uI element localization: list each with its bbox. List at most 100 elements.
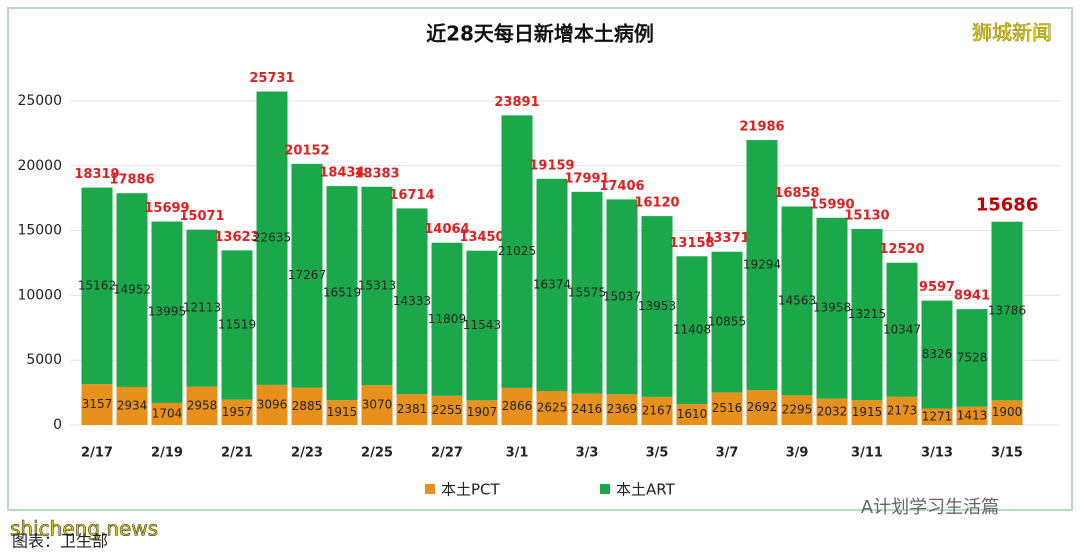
data-label: 21025	[498, 244, 536, 258]
bar-segment	[466, 400, 498, 425]
data-label: 13995	[148, 305, 186, 319]
chart-title: 近28天每日新增本土病例	[426, 22, 654, 46]
legend-label: 本土ART	[616, 481, 676, 499]
data-label: 2934	[117, 398, 148, 412]
bar-segment	[291, 387, 323, 425]
bar-segment	[501, 387, 533, 425]
bar-segment	[606, 199, 638, 395]
x-tick-label: 3/15	[991, 446, 1023, 461]
watermark: A计划学习生活篇	[861, 497, 999, 518]
bar-segment	[151, 402, 183, 425]
total-label: 15130	[844, 208, 889, 223]
data-label: 13958	[813, 301, 851, 315]
bar-segment	[151, 221, 183, 403]
bar-segment	[851, 228, 883, 401]
bar-segment	[536, 390, 568, 425]
x-tick-label: 2/17	[81, 446, 113, 461]
data-label: 1413	[957, 408, 988, 422]
legend-swatch	[600, 484, 610, 494]
bar-segment	[466, 250, 498, 401]
total-label: 15699	[144, 201, 189, 216]
data-label: 1907	[467, 405, 498, 419]
data-label: 11809	[428, 312, 466, 326]
data-label: 17267	[288, 268, 326, 282]
data-label: 13215	[848, 307, 886, 321]
data-label: 2173	[887, 403, 918, 417]
bar-segment	[886, 262, 918, 397]
total-label: 15990	[809, 197, 854, 212]
total-label: 13623	[214, 230, 259, 245]
data-label: 12113	[183, 301, 221, 315]
data-label: 13953	[638, 299, 676, 313]
bar-segment	[221, 250, 253, 400]
data-label: 3157	[82, 397, 113, 411]
bar-segment	[816, 217, 848, 399]
y-tick-label: 0	[53, 417, 62, 433]
data-label: 2295	[782, 403, 813, 417]
bar-segment	[536, 178, 568, 391]
source: 图表：卫生部	[12, 532, 108, 551]
data-label: 2958	[187, 398, 218, 412]
total-label: 13450	[459, 230, 504, 245]
bar-segment	[746, 390, 778, 425]
bar-segment	[431, 395, 463, 425]
bar-segment	[116, 386, 148, 425]
bar-segment	[256, 91, 288, 385]
data-label: 10347	[883, 322, 921, 336]
bar-segment	[81, 187, 113, 385]
bar-segment	[781, 395, 813, 425]
data-label: 16374	[533, 277, 571, 291]
data-label: 15037	[603, 289, 641, 303]
bar-segment	[641, 216, 673, 397]
bar-segment	[816, 398, 848, 425]
total-label: 17886	[109, 173, 154, 188]
total-label: 12520	[879, 242, 924, 257]
data-label: 8326	[922, 347, 953, 361]
data-label: 16519	[323, 286, 361, 300]
y-tick-label: 15000	[17, 223, 62, 239]
bar-segment	[921, 300, 953, 409]
bar-segment	[676, 256, 708, 405]
y-tick-label: 25000	[17, 93, 62, 109]
data-label: 14563	[778, 293, 816, 307]
bar-segment	[361, 385, 393, 425]
x-tick-label: 3/5	[646, 446, 669, 461]
bar-segment	[221, 399, 253, 425]
data-label: 2516	[712, 401, 743, 415]
data-label: 11543	[463, 318, 501, 332]
total-label: 15071	[179, 209, 224, 224]
total-label: 16120	[634, 196, 679, 211]
data-label: 2885	[292, 399, 323, 413]
bar-segment	[991, 221, 1023, 401]
bar-segment	[606, 394, 638, 425]
x-tick-label: 3/9	[786, 446, 809, 461]
bar-segment	[851, 400, 883, 425]
data-label: 2032	[817, 404, 848, 418]
x-tick-label: 3/3	[576, 446, 599, 461]
data-label: 2866	[502, 399, 533, 413]
data-label: 2625	[537, 400, 568, 414]
x-tick-label: 2/23	[291, 446, 323, 461]
data-label: 15313	[358, 278, 396, 292]
bar-segment	[571, 393, 603, 425]
data-label: 3070	[362, 398, 393, 412]
data-label: 3096	[257, 397, 288, 411]
data-label: 15162	[78, 278, 116, 292]
data-label: 2369	[607, 402, 638, 416]
total-label: 18383	[354, 166, 399, 181]
bar-segment	[81, 384, 113, 425]
data-label: 1610	[677, 407, 708, 421]
total-label: 18434	[319, 166, 364, 181]
total-label: 17406	[599, 179, 644, 194]
data-label: 2255	[432, 403, 463, 417]
bar-segment	[641, 396, 673, 425]
bar-segment	[326, 400, 358, 425]
x-tick-label: 2/27	[431, 446, 463, 461]
total-label: 15686	[976, 195, 1039, 216]
bar-segment	[711, 392, 743, 425]
bar-segment	[781, 206, 813, 396]
total-label: 16858	[774, 186, 819, 201]
total-label: 14064	[424, 222, 469, 237]
total-label: 17991	[564, 171, 609, 186]
